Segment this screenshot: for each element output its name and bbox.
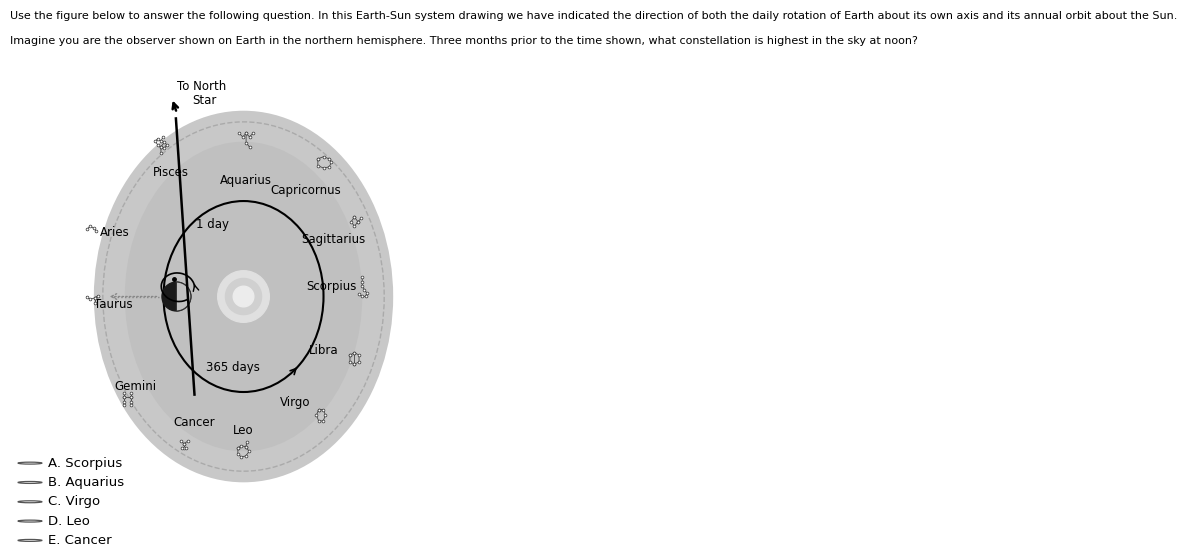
Text: Libra: Libra	[308, 344, 338, 357]
Text: 1 day: 1 day	[196, 217, 228, 231]
Text: B. Aquarius: B. Aquarius	[48, 476, 124, 489]
Text: Scorpius: Scorpius	[306, 280, 356, 293]
Text: To North: To North	[178, 79, 227, 93]
Text: C. Virgo: C. Virgo	[48, 495, 100, 508]
Circle shape	[233, 286, 254, 307]
Text: A. Scorpius: A. Scorpius	[48, 457, 122, 470]
Text: 365 days: 365 days	[206, 360, 260, 374]
Circle shape	[226, 278, 262, 315]
Text: Aries: Aries	[100, 226, 130, 238]
Circle shape	[217, 270, 269, 322]
Text: Virgo: Virgo	[280, 396, 311, 409]
Text: Gemini: Gemini	[114, 380, 156, 394]
Text: Use the figure below to answer the following question. In this Earth-Sun system : Use the figure below to answer the follo…	[10, 11, 1177, 21]
Text: Star: Star	[193, 94, 217, 107]
Text: E. Cancer: E. Cancer	[48, 534, 112, 547]
Text: Leo: Leo	[233, 424, 254, 437]
Circle shape	[162, 282, 191, 311]
Text: D. Leo: D. Leo	[48, 514, 90, 528]
Text: Imagine you are the observer shown on Earth in the northern hemisphere. Three mo: Imagine you are the observer shown on Ea…	[10, 36, 918, 46]
Ellipse shape	[125, 142, 362, 452]
Text: Aquarius: Aquarius	[220, 174, 272, 187]
Ellipse shape	[94, 111, 394, 482]
Text: Cancer: Cancer	[174, 416, 215, 429]
Wedge shape	[176, 282, 191, 311]
Text: Sagittarius: Sagittarius	[301, 233, 366, 246]
Text: Capricornus: Capricornus	[270, 184, 341, 197]
Text: Pisces: Pisces	[154, 166, 190, 179]
Text: Taurus: Taurus	[94, 298, 132, 311]
